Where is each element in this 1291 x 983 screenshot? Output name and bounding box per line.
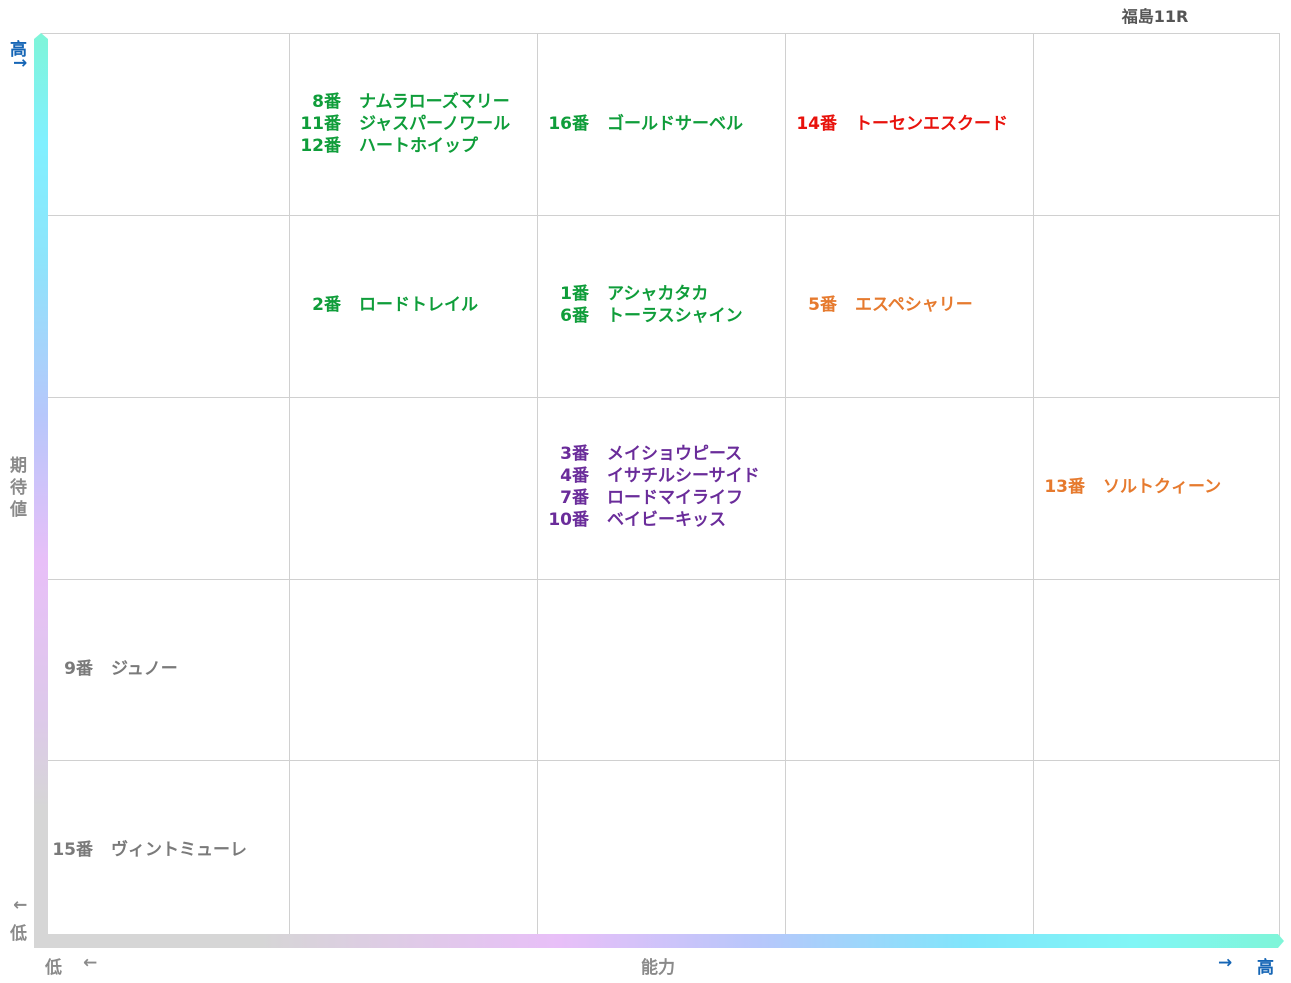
horse-entry: 13番 ソルトクィーン	[1044, 477, 1222, 497]
horse-entry: 10番 ベイビーキッス	[548, 510, 726, 530]
arrow-up-icon: ↑	[9, 55, 30, 71]
horse-entry: 11番 ジャスパーノワール	[300, 113, 511, 134]
grid-line	[42, 760, 1279, 761]
horse-entry: 1番 アシャカタカ	[560, 284, 709, 304]
y-axis-arrow	[34, 33, 48, 945]
x-axis-arrow	[34, 934, 1284, 948]
grid-line	[42, 397, 1279, 398]
cell-r1c4: 14番 トーセンエスクード	[785, 33, 1033, 214]
grid-line	[537, 34, 538, 939]
horse-entry: 9番 ジュノー	[64, 658, 178, 679]
x-low-label: 低	[45, 958, 62, 978]
y-low-label: 低	[10, 924, 27, 944]
cell-r2c4: 5番 エスペシャリー	[785, 214, 1033, 396]
x-axis-label: 能力	[641, 958, 675, 978]
cell-r3c3: 3番 メイショウピース 4番 イサチルシーサイド 7番 ロードマイライフ 10番 ベイビ…	[537, 396, 785, 578]
arrow-down-icon: ↓	[9, 897, 30, 913]
cell-r1c2: 8番 ナムラローズマリー 11番 ジャスパーノワール 12番 ハートホイップ	[289, 33, 537, 214]
cell-r2c3: 1番 アシャカタカ 6番 トーラスシャイン	[537, 214, 785, 396]
cell-r3c5: 13番 ソルトクィーン	[1033, 396, 1280, 578]
grid-line	[42, 579, 1279, 580]
y-high-label: 高	[10, 40, 27, 60]
cell-r4c1: 9番 ジュノー	[41, 578, 289, 759]
arrow-left-icon: ←	[83, 953, 98, 973]
horse-entry: 15番 ヴィントミューレ	[52, 839, 247, 860]
arrow-right-icon: →	[1218, 953, 1233, 973]
horse-entry: 12番 ハートホイップ	[300, 135, 478, 156]
horse-entry: 6番 トーラスシャイン	[560, 306, 743, 326]
grid-line	[42, 215, 1279, 216]
cell-r1c3: 16番 ゴールドサーベル	[537, 33, 785, 214]
horse-entry: 8番 ナムラローズマリー	[312, 91, 510, 112]
horse-entry: 14番 トーセンエスクード	[796, 113, 1008, 134]
horse-entry: 4番 イサチルシーサイド	[560, 466, 760, 486]
x-high-label: 高	[1257, 958, 1274, 978]
grid-line	[785, 34, 786, 939]
y-axis-label: 期待値	[10, 456, 27, 520]
horse-entry: 3番 メイショウピース	[560, 444, 743, 464]
cell-r5c1: 15番 ヴィントミューレ	[41, 759, 289, 940]
race-title: 福島11R	[1121, 7, 1189, 26]
horse-entry: 16番 ゴールドサーベル	[548, 113, 743, 134]
grid-line	[289, 34, 290, 939]
horse-entry: 2番 ロードトレイル	[312, 295, 478, 315]
horse-entry: 7番 ロードマイライフ	[560, 488, 743, 508]
cell-r2c2: 2番 ロードトレイル	[289, 214, 537, 396]
horse-entry: 5番 エスペシャリー	[808, 295, 973, 315]
grid-line	[1033, 34, 1034, 939]
